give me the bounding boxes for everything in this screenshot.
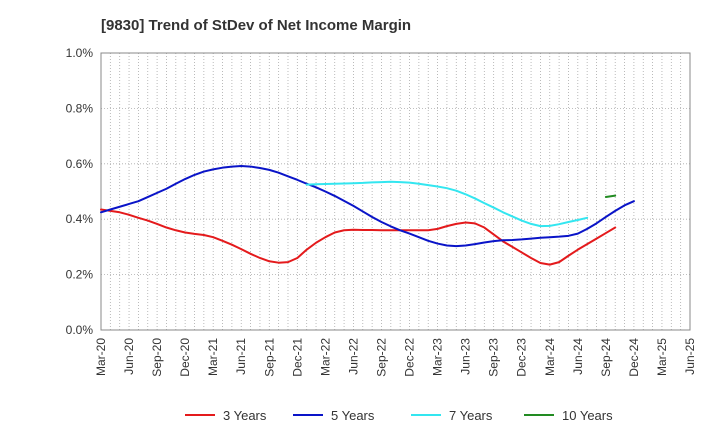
chart-title: [9830] Trend of StDev of Net Income Marg… [101, 17, 411, 34]
legend-label: 7 Years [449, 408, 493, 423]
x-tick-label: Jun-25 [683, 338, 697, 375]
x-tick-label: Mar-21 [206, 338, 220, 376]
x-tick-label: Dec-24 [627, 338, 641, 377]
x-tick-label: Sep-24 [599, 338, 613, 377]
y-tick-label: 0.8% [66, 101, 94, 115]
x-tick-label: Mar-23 [431, 338, 445, 376]
grid-lines [101, 53, 690, 330]
x-tick-label: Dec-20 [178, 338, 192, 377]
x-tick-label: Mar-24 [543, 338, 557, 376]
x-tick-label: Mar-25 [655, 338, 669, 376]
y-tick-label: 0.2% [66, 268, 94, 282]
y-axis-ticks: 0.0% 0.2% 0.4% 0.6% 0.8% 1.0% [66, 46, 94, 337]
x-tick-label: Dec-21 [290, 338, 304, 377]
legend: 3 Years 5 Years 7 Years 10 Years [185, 408, 613, 423]
legend-label: 3 Years [223, 408, 267, 423]
x-tick-label: Sep-21 [262, 338, 276, 377]
x-tick-label: Jun-24 [571, 338, 585, 375]
series-line-7-years [305, 180, 589, 228]
y-tick-label: 1.0% [66, 46, 94, 60]
legend-label: 10 Years [562, 408, 613, 423]
plot-area-border [100, 52, 691, 331]
x-tick-label: Mar-22 [318, 338, 332, 376]
x-tick-label: Jun-21 [234, 338, 248, 375]
series-line-5-years [100, 165, 635, 248]
x-tick-label: Sep-20 [150, 338, 164, 377]
x-axis-ticks: Mar-20 Jun-20 Sep-20 Dec-20 Mar-21 Jun-21 Sep-… [94, 338, 697, 377]
x-tick-label: Jun-23 [459, 338, 473, 375]
x-tick-label: Dec-23 [515, 338, 529, 377]
y-tick-label: 0.0% [66, 323, 94, 337]
x-tick-label: Jun-20 [122, 338, 136, 375]
x-tick-label: Sep-22 [374, 338, 388, 377]
y-tick-label: 0.6% [66, 157, 94, 171]
x-tick-label: Dec-22 [403, 338, 417, 377]
series-line-10-years [604, 194, 617, 199]
series-lines [100, 165, 635, 266]
x-tick-label: Jun-22 [346, 338, 360, 375]
legend-label: 5 Years [331, 408, 375, 423]
series-line-3-years [100, 208, 617, 266]
x-tick-label: Mar-20 [94, 338, 108, 376]
y-tick-label: 0.4% [66, 212, 94, 226]
x-tick-label: Sep-23 [487, 338, 501, 377]
